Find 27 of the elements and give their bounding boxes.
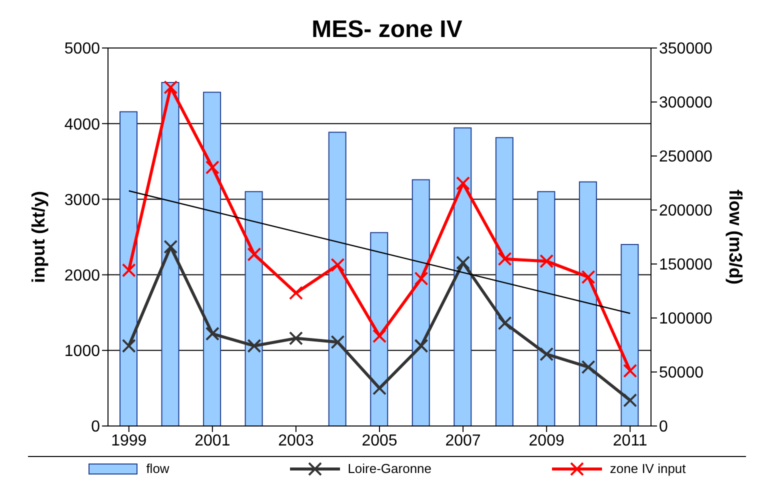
x-tick-label: 1999 <box>111 432 147 450</box>
chart-title: MES- zone IV <box>312 16 462 43</box>
y-tick-label: 5000 <box>64 40 100 58</box>
x-tick-label: 2011 <box>612 432 648 450</box>
y-tick-label: 0 <box>91 418 100 436</box>
y2-tick-label: 200000 <box>659 202 712 220</box>
legend-label: zone IV input <box>608 461 686 476</box>
y2-tick-label: 0 <box>659 418 668 436</box>
x-tick-label: 2001 <box>194 432 230 450</box>
y-tick-label: 4000 <box>64 116 100 134</box>
y-tick-label: 3000 <box>64 192 100 209</box>
x-tick-label: 2005 <box>362 432 398 450</box>
y2-tick-label: 100000 <box>659 310 712 328</box>
y-tick-label: 2000 <box>64 267 100 284</box>
legend-label: flow <box>145 461 170 476</box>
y-axis-title: input (kt/y) <box>28 191 48 283</box>
legend-label: Loire-Garonne <box>346 461 432 476</box>
x-tick-label: 2003 <box>278 432 314 450</box>
y2-tick-label: 350000 <box>659 40 712 58</box>
y2-tick-label: 300000 <box>659 94 712 112</box>
y2-tick-label: 150000 <box>659 256 712 274</box>
x-tick-label: 2009 <box>528 432 564 450</box>
y2-tick-label: 250000 <box>659 148 712 166</box>
y-tick-label: 1000 <box>64 343 100 360</box>
y2-tick-label: 50000 <box>659 364 704 382</box>
x-tick-label: 2007 <box>445 432 481 450</box>
y2-axis-title: flow (m3/d) <box>726 190 746 284</box>
